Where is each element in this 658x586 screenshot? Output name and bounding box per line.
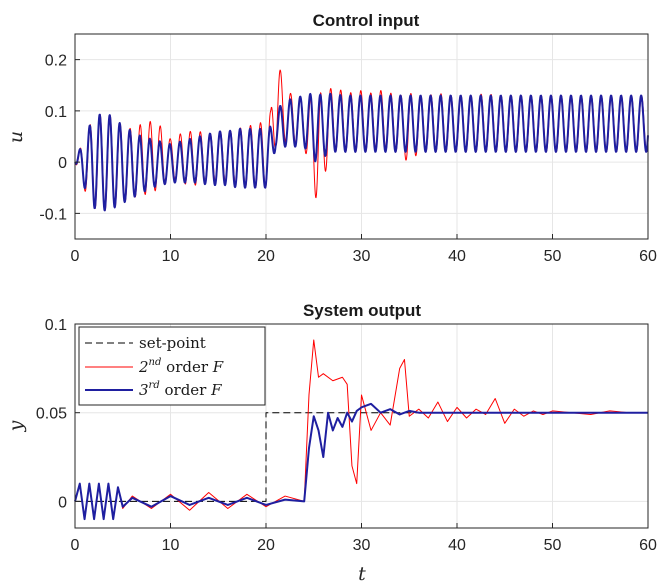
legend-box: [78, 326, 266, 406]
system-output-title: System output: [303, 301, 421, 320]
xtick-label: 10: [162, 537, 180, 554]
series-line-0: [75, 412, 648, 502]
system-output-xlabel: t: [358, 563, 366, 585]
ytick-label: -0.1: [39, 206, 67, 223]
xtick-label: 50: [544, 537, 562, 554]
ytick-label: 0: [58, 155, 67, 172]
ytick-label: 0: [58, 494, 67, 511]
legend-3rd-order-label: 3rd order F: [139, 380, 222, 399]
ytick-label: 0.05: [36, 406, 67, 423]
legend: set-point 2nd order F 3rd order F: [78, 326, 266, 406]
control-input-title: Control input: [313, 11, 420, 30]
ytick-label: 0.1: [45, 104, 67, 121]
xtick-label: 40: [448, 248, 466, 265]
xtick-label: 40: [448, 537, 466, 554]
series-line-2: [74, 402, 648, 521]
ytick-label: 0.2: [45, 53, 67, 70]
xtick-label: 30: [353, 537, 371, 554]
xtick-label: 0: [71, 248, 80, 265]
legend-setpoint-label: set-point: [139, 334, 206, 352]
control-input-ylabel: u: [5, 131, 27, 143]
xtick-label: 60: [639, 248, 657, 265]
xtick-label: 10: [162, 248, 180, 265]
xtick-label: 20: [257, 537, 275, 554]
xtick-label: 30: [353, 248, 371, 265]
control-input-axes: Control input 0 10 20 30 40 50 60 -0.1 0 0.1 0.2 u: [5, 11, 657, 265]
xtick-label: 50: [544, 248, 562, 265]
ytick-label: 0.1: [45, 317, 67, 334]
system-output-ylabel: y: [5, 420, 27, 432]
legend-2nd-order-label: 2nd order F: [138, 357, 224, 376]
xtick-label: 20: [257, 248, 275, 265]
series-line-1: [74, 92, 649, 212]
xtick-label: 0: [71, 537, 80, 554]
xtick-label: 60: [639, 537, 657, 554]
